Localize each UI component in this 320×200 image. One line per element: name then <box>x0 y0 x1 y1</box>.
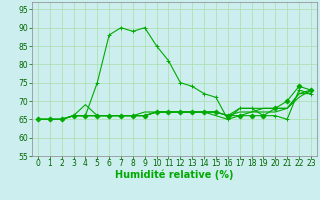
X-axis label: Humidité relative (%): Humidité relative (%) <box>115 170 234 180</box>
